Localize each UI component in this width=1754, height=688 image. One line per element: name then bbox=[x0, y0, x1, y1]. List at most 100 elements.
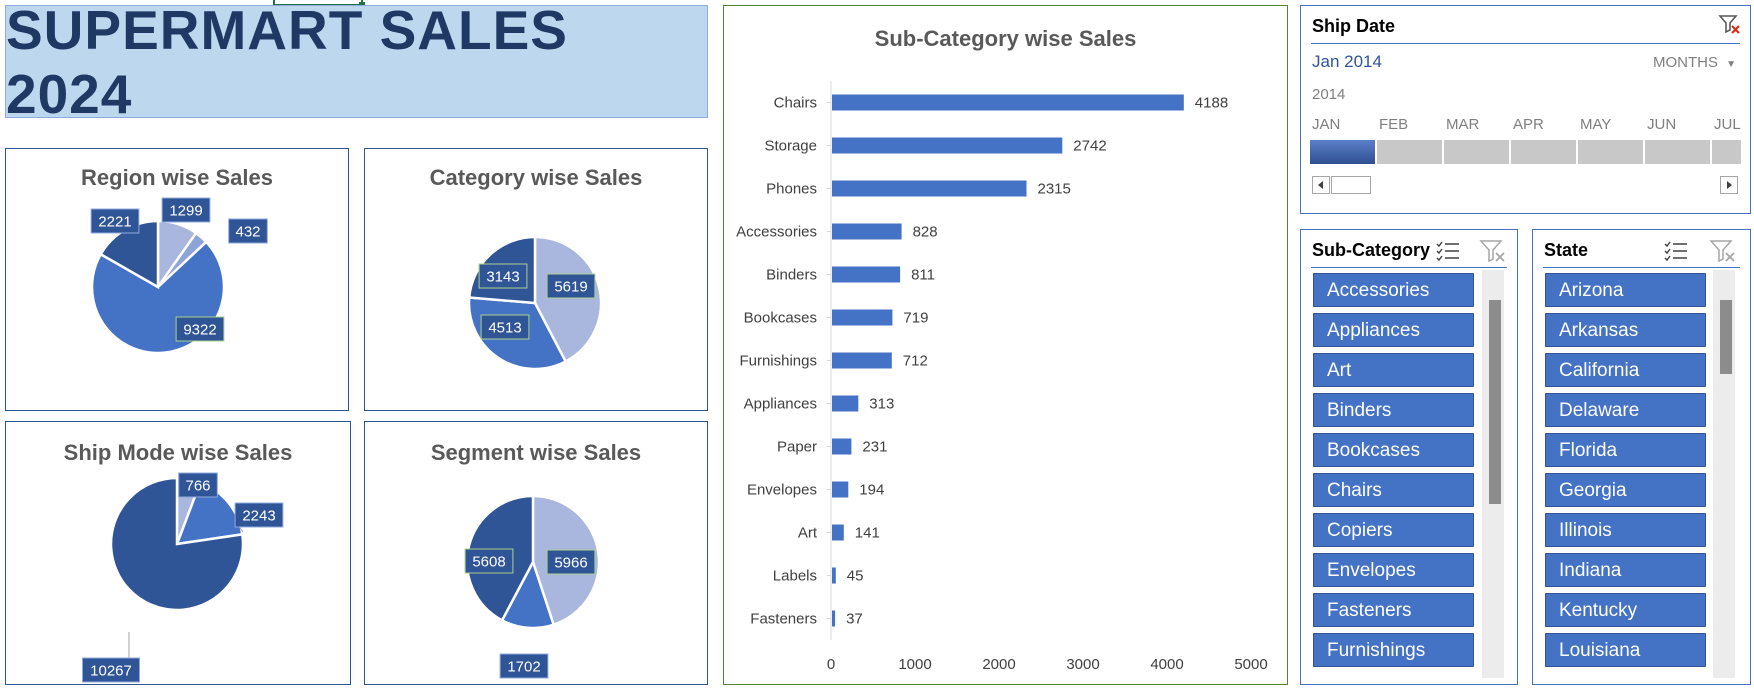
slicer-item[interactable]: Georgia bbox=[1545, 473, 1706, 507]
bar-value-label: 4188 bbox=[1195, 95, 1228, 112]
state-slicer[interactable]: State Arizona Arkansas California Delaware F… bbox=[1532, 229, 1751, 685]
slicer-item[interactable]: Illinois bbox=[1545, 513, 1706, 547]
bar[interactable] bbox=[832, 223, 902, 240]
slicer-item[interactable]: Louisiana bbox=[1545, 633, 1706, 667]
region-sales-chart[interactable]: Region wise Sales 1299 432 9322 2221 bbox=[5, 148, 349, 411]
timeline-month-cell[interactable] bbox=[1377, 140, 1444, 164]
x-tick-label: 4000 bbox=[1150, 656, 1183, 673]
data-label: 5608 bbox=[472, 554, 505, 571]
data-label: 2221 bbox=[98, 214, 131, 231]
bar-value-label: 2742 bbox=[1073, 138, 1106, 155]
bar[interactable] bbox=[832, 352, 892, 369]
dashboard-title-box: SUPERMART SALES 2024 bbox=[5, 0, 708, 125]
clear-filter-icon[interactable] bbox=[1718, 14, 1742, 36]
slicer-item[interactable]: Indiana bbox=[1545, 553, 1706, 587]
bar[interactable] bbox=[832, 524, 844, 541]
timeline-level-dropdown[interactable]: MONTHS ▼ bbox=[1653, 54, 1736, 71]
data-label: 4513 bbox=[488, 320, 521, 337]
timeline-year: 2014 bbox=[1312, 86, 1346, 103]
clear-filter-icon[interactable] bbox=[1709, 239, 1737, 265]
slicer-item[interactable]: Bookcases bbox=[1313, 433, 1474, 467]
bar[interactable] bbox=[832, 266, 901, 283]
timeline-month-label: JAN bbox=[1312, 116, 1341, 133]
x-tick-label: 1000 bbox=[898, 656, 931, 673]
bar[interactable] bbox=[832, 395, 859, 412]
data-label: 5619 bbox=[554, 279, 587, 296]
chart-title: Category wise Sales bbox=[429, 165, 643, 190]
slicer-item[interactable]: Appliances bbox=[1313, 313, 1474, 347]
bar-value-label: 2315 bbox=[1038, 181, 1071, 198]
data-label: 432 bbox=[235, 224, 260, 241]
slicer-item[interactable]: Kentucky bbox=[1545, 593, 1706, 627]
slicer-item[interactable]: Accessories bbox=[1313, 273, 1474, 307]
data-label: 9322 bbox=[183, 322, 216, 339]
timeline-title: Ship Date bbox=[1312, 16, 1396, 36]
bar[interactable] bbox=[832, 94, 1184, 111]
shipmode-sales-chart[interactable]: Ship Mode wise Sales 766 2243 10267 bbox=[5, 421, 351, 685]
subcategory-slicer[interactable]: Sub-Category Accessories Appliances Art Bin… bbox=[1300, 229, 1518, 685]
slicer-scroll-thumb[interactable] bbox=[1720, 300, 1732, 374]
timeline-month-label: FEB bbox=[1379, 116, 1409, 133]
timeline-scroll-left-button[interactable] bbox=[1312, 176, 1330, 194]
data-label-box bbox=[546, 273, 596, 299]
slicer-item[interactable]: Chairs bbox=[1313, 473, 1474, 507]
slicer-item[interactable]: Arizona bbox=[1545, 273, 1706, 307]
timeline-month-cell[interactable] bbox=[1310, 140, 1377, 164]
pie-slice[interactable] bbox=[533, 235, 603, 364]
category-label: Paper bbox=[777, 439, 817, 456]
subcategory-sales-chart[interactable]: Sub-Category wise Sales Chairs 4188 Storag… bbox=[723, 5, 1288, 685]
slicer-item[interactable]: Florida bbox=[1545, 433, 1706, 467]
timeline-month-cell[interactable] bbox=[1645, 140, 1712, 164]
timeline-month-cell[interactable] bbox=[1578, 140, 1645, 164]
data-label-box bbox=[480, 314, 530, 340]
timeline-month-cell[interactable] bbox=[1444, 140, 1511, 164]
slicer-item[interactable]: Arkansas bbox=[1545, 313, 1706, 347]
bar[interactable] bbox=[832, 438, 852, 455]
pie-slice[interactable] bbox=[109, 476, 245, 612]
bar[interactable] bbox=[832, 309, 893, 326]
timeline-month-cell[interactable] bbox=[1511, 140, 1578, 164]
data-label: 1299 bbox=[169, 203, 202, 220]
slicer-item[interactable]: Furnishings bbox=[1313, 633, 1474, 667]
timeline-month-cell[interactable] bbox=[1712, 140, 1743, 164]
multi-select-icon[interactable] bbox=[1663, 239, 1689, 263]
timeline-selection-label: Jan 2014 bbox=[1312, 52, 1382, 71]
slicer-item[interactable]: Copiers bbox=[1313, 513, 1474, 547]
data-label-box bbox=[178, 472, 218, 498]
bar-value-label: 141 bbox=[855, 525, 880, 542]
data-label: 5966 bbox=[554, 555, 587, 572]
category-label: Phones bbox=[766, 181, 817, 198]
data-label: 766 bbox=[185, 478, 210, 495]
category-sales-chart[interactable]: Category wise Sales 5619 4513 3143 bbox=[364, 148, 708, 411]
ship-date-timeline[interactable]: Ship Date Jan 2014 MONTHS ▼ 2014 JAN FEB M… bbox=[1300, 5, 1751, 214]
bar[interactable] bbox=[832, 180, 1027, 197]
timeline-month-label: JUN bbox=[1647, 116, 1677, 133]
slicer-item[interactable]: Binders bbox=[1313, 393, 1474, 427]
bar-value-label: 828 bbox=[913, 224, 938, 241]
slicer-title-rule bbox=[1311, 267, 1507, 268]
bar[interactable] bbox=[832, 481, 849, 498]
bar[interactable] bbox=[832, 610, 836, 627]
segment-sales-chart[interactable]: Segment wise Sales 5966 1702 5608 bbox=[364, 421, 708, 685]
slicer-item[interactable]: Fasteners bbox=[1313, 593, 1474, 627]
bar[interactable] bbox=[832, 567, 836, 584]
timeline-level-label: MONTHS bbox=[1653, 54, 1718, 71]
data-label-box bbox=[499, 653, 549, 679]
slicer-item[interactable]: Envelopes bbox=[1313, 553, 1474, 587]
slicer-scroll-thumb[interactable] bbox=[1489, 300, 1501, 504]
slicer-item[interactable]: Delaware bbox=[1545, 393, 1706, 427]
chart-title: Sub-Category wise Sales bbox=[874, 26, 1137, 51]
clear-filter-icon[interactable] bbox=[1479, 239, 1507, 265]
chart-title: Segment wise Sales bbox=[430, 440, 642, 465]
timeline-scroll-right-button[interactable] bbox=[1720, 176, 1738, 194]
timeline-scroll-thumb[interactable] bbox=[1331, 176, 1371, 194]
category-label: Furnishings bbox=[739, 353, 817, 370]
data-label-box bbox=[161, 197, 211, 223]
bar-value-label: 811 bbox=[911, 267, 935, 284]
multi-select-icon[interactable] bbox=[1435, 239, 1461, 263]
bar[interactable] bbox=[832, 137, 1063, 154]
category-label: Bookcases bbox=[744, 310, 817, 327]
x-tick-label: 3000 bbox=[1066, 656, 1099, 673]
slicer-item[interactable]: California bbox=[1545, 353, 1706, 387]
slicer-item[interactable]: Art bbox=[1313, 353, 1474, 387]
